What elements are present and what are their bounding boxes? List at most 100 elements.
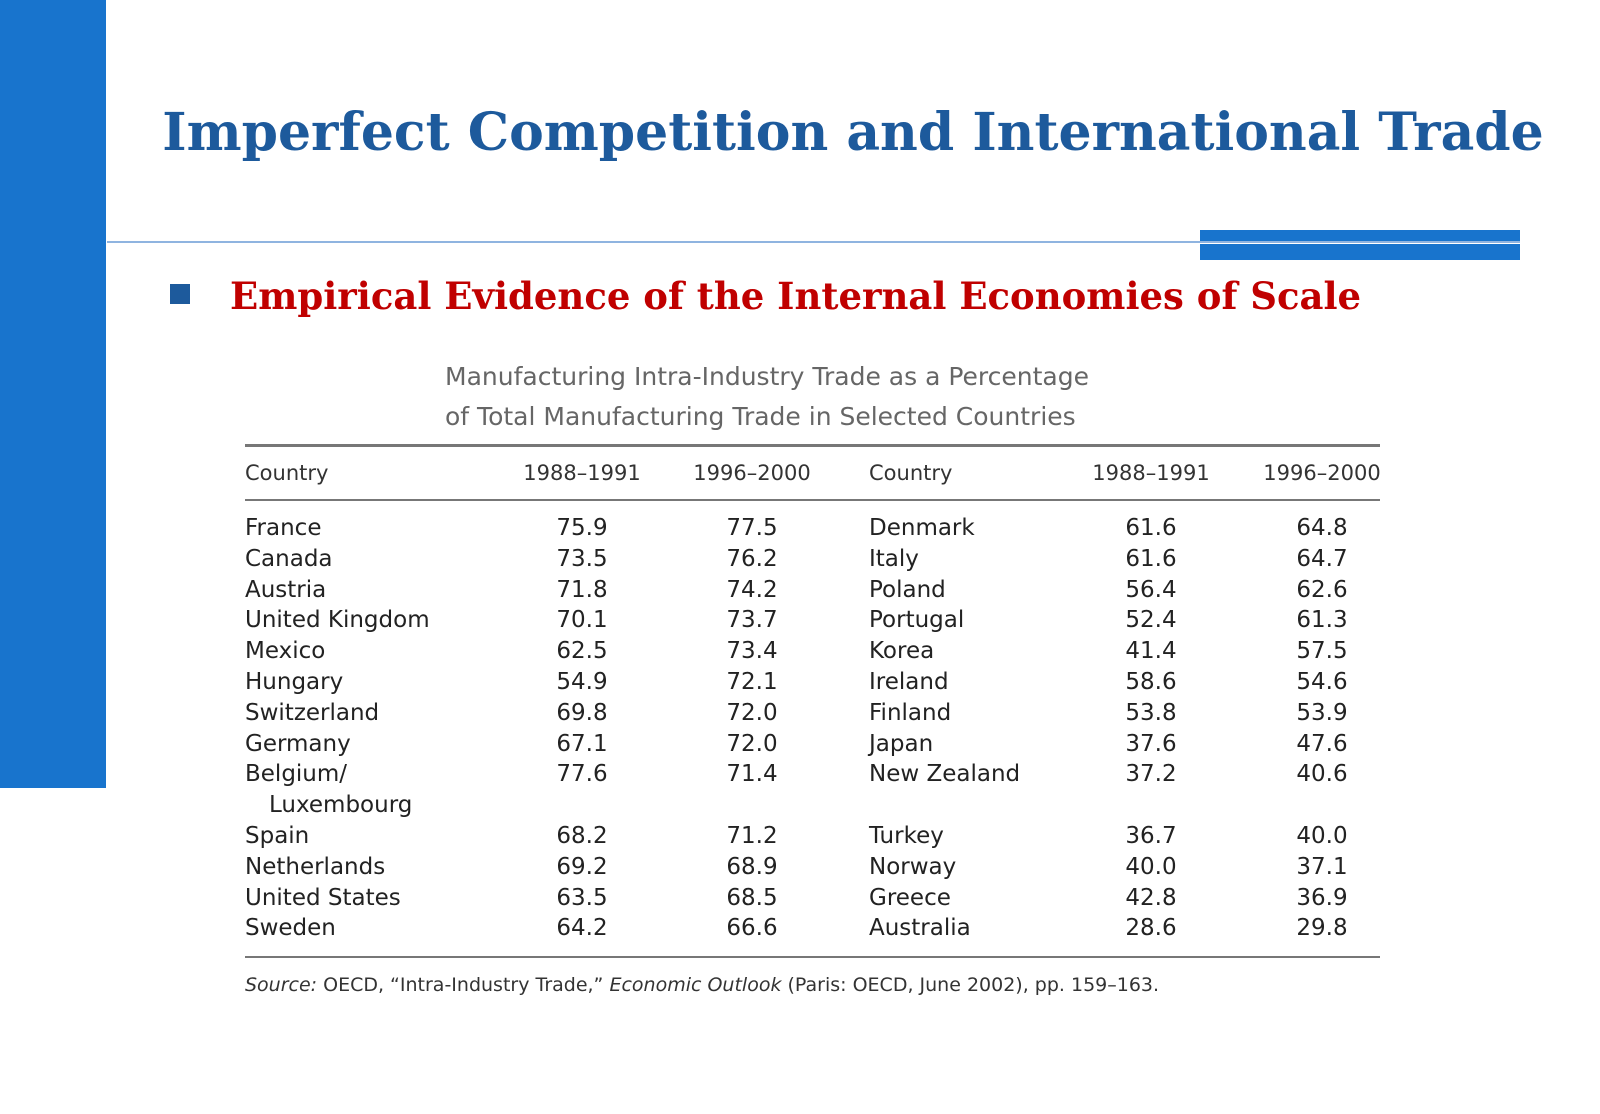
value-cell: 64.2	[556, 915, 608, 942]
country-cell: Denmark	[869, 515, 975, 541]
country-cell: Sweden	[245, 915, 336, 942]
value-cell: 54.6	[1296, 669, 1348, 695]
value-cell: 61.3	[1296, 607, 1348, 634]
value-cell: 68.5	[726, 884, 778, 911]
value-cell: 69.2	[556, 853, 608, 880]
column-header: 1988–1991	[523, 461, 641, 485]
country-cell: Switzerland	[245, 699, 380, 726]
value-cell: 77.6	[556, 761, 608, 788]
rule	[245, 499, 1380, 501]
country-cell: Mexico	[245, 638, 326, 665]
value-cell: 61.6	[1125, 515, 1177, 541]
column-header: Country	[245, 461, 329, 485]
bullet-text: Empirical Evidence of the Internal Econo…	[230, 274, 1362, 318]
value-cell: 71.2	[726, 823, 778, 849]
value-cell: 41.4	[1125, 638, 1177, 665]
column-header: Country	[869, 461, 953, 485]
value-cell: 64.8	[1296, 515, 1348, 541]
country-cell: Canada	[245, 545, 333, 572]
country-cell: Japan	[869, 730, 934, 757]
value-cell: 42.8	[1125, 884, 1177, 911]
source-part: OECD, “Intra-Industry Trade,”	[323, 974, 604, 996]
source-part: Source:	[245, 974, 318, 996]
value-cell: 53.9	[1296, 699, 1348, 726]
country-cell: Germany	[245, 730, 351, 757]
value-cell: 72.0	[726, 699, 778, 726]
country-cell: Austria	[245, 576, 327, 603]
value-cell: 53.8	[1125, 699, 1177, 726]
value-cell: 40.0	[1296, 823, 1348, 849]
value-cell: 29.8	[1296, 915, 1348, 942]
value-cell: 56.4	[1125, 576, 1177, 603]
rule	[245, 444, 1380, 447]
value-cell: 62.5	[556, 638, 608, 665]
value-cell: 68.9	[726, 853, 778, 880]
country-cell: Greece	[869, 884, 951, 911]
value-cell: 57.5	[1296, 638, 1348, 665]
column-header: 1988–1991	[1092, 461, 1210, 485]
value-cell: 61.6	[1125, 545, 1177, 572]
value-cell: 76.2	[726, 545, 778, 572]
country-cell: New Zealand	[869, 761, 1021, 788]
value-cell: 68.2	[556, 823, 608, 849]
value-cell: 47.6	[1296, 730, 1348, 757]
table-caption: of Total Manufacturing Trade in Selected…	[445, 402, 1076, 431]
source-part: Economic Outlook	[609, 974, 782, 996]
value-cell: 77.5	[726, 515, 778, 541]
source-note: Source: OECD, “Intra-Industry Trade,” Ec…	[245, 974, 1159, 996]
value-cell: 71.4	[726, 761, 778, 788]
value-cell: 72.0	[726, 730, 778, 757]
country-cell: Turkey	[869, 823, 944, 849]
value-cell: 36.7	[1125, 823, 1177, 849]
column-header: 1996–2000	[693, 461, 811, 485]
value-cell: 40.6	[1296, 761, 1348, 788]
country-cell: Spain	[245, 823, 310, 849]
value-cell: 37.2	[1125, 761, 1177, 788]
value-cell: 66.6	[726, 915, 778, 942]
column-header: 1996–2000	[1263, 461, 1381, 485]
country-cell: France	[245, 515, 322, 541]
country-cell: Netherlands	[245, 853, 386, 880]
country-cell: United Kingdom	[245, 607, 430, 634]
table-caption: Manufacturing Intra-Industry Trade as a …	[445, 362, 1089, 391]
value-cell: 73.7	[726, 607, 778, 634]
slide-title: Imperfect Competition and International …	[162, 102, 1544, 163]
country-cell: Poland	[869, 576, 946, 603]
value-cell: 73.5	[556, 545, 608, 572]
rule	[245, 956, 1380, 958]
value-cell: 67.1	[556, 730, 608, 757]
value-cell: 63.5	[556, 884, 608, 911]
value-cell: 40.0	[1125, 853, 1177, 880]
value-cell: 37.6	[1125, 730, 1177, 757]
accent-bar	[1200, 244, 1520, 260]
divider	[107, 241, 1520, 243]
value-cell: 52.4	[1125, 607, 1177, 634]
value-cell: 62.6	[1296, 576, 1348, 603]
cell-text: Belgium/	[245, 761, 348, 788]
country-cell: Italy	[869, 545, 919, 572]
value-cell: 72.1	[726, 669, 778, 695]
country-cell: Ireland	[869, 669, 949, 695]
country-cell: Finland	[869, 699, 952, 726]
value-cell: 75.9	[556, 515, 608, 541]
side-bar	[0, 0, 106, 788]
value-cell: 74.2	[726, 576, 778, 603]
country-cell: Norway	[869, 853, 957, 880]
value-cell: 70.1	[556, 607, 608, 634]
country-cell: United States	[245, 884, 401, 911]
value-cell: 64.7	[1296, 545, 1348, 572]
value-cell: 58.6	[1125, 669, 1177, 695]
bullet-marker	[170, 284, 190, 304]
source-part: (Paris: OECD, June 2002), pp. 159–163.	[787, 974, 1160, 996]
value-cell: 71.8	[556, 576, 608, 603]
cell-text: Luxembourg	[269, 792, 413, 819]
value-cell: 37.1	[1296, 853, 1348, 880]
accent-bar	[1200, 230, 1520, 241]
country-cell: Korea	[869, 638, 935, 665]
value-cell: 69.8	[556, 699, 608, 726]
country-cell: Portugal	[869, 607, 965, 634]
country-cell: Hungary	[245, 669, 344, 695]
value-cell: 36.9	[1296, 884, 1348, 911]
value-cell: 28.6	[1125, 915, 1177, 942]
